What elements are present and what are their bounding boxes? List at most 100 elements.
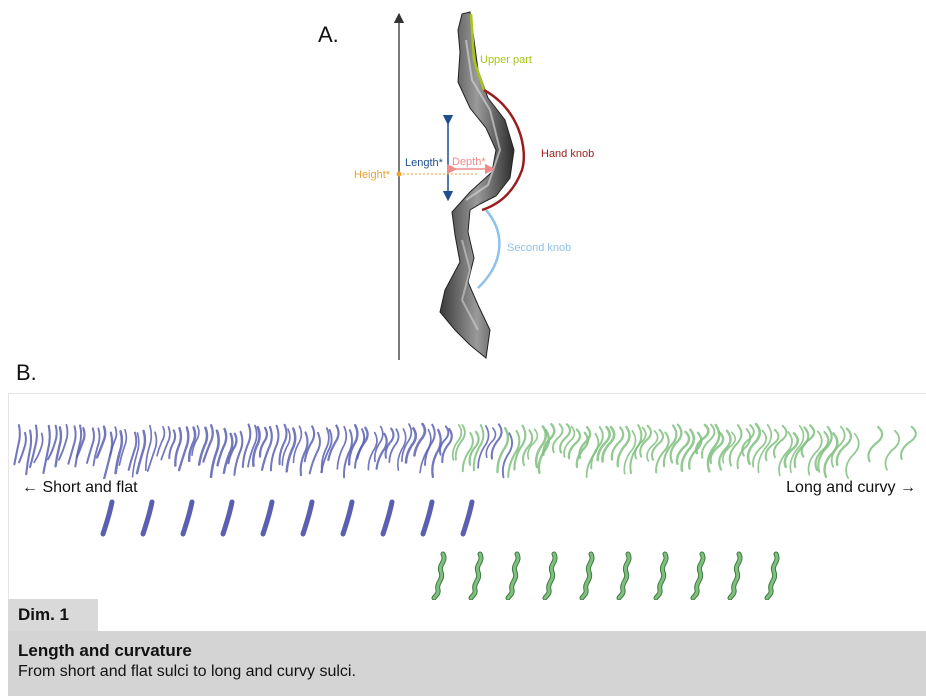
- sulcus-thumb: [646, 430, 659, 462]
- sulcus-thumb: [789, 425, 805, 474]
- height-label: Height*: [354, 169, 391, 181]
- long-curvy-sulcus: [691, 552, 705, 600]
- sulcus-thumb: [559, 423, 572, 454]
- sulcus-thumb: [413, 422, 427, 457]
- sulcus-thumb: [468, 430, 480, 466]
- sulcus-thumb: [278, 423, 288, 466]
- sulcus-thumb: [634, 426, 647, 460]
- sulcus-thumb: [13, 424, 21, 466]
- short-flat-sulcus: [420, 499, 435, 537]
- sulcus-thumb: [542, 422, 556, 457]
- sulcus-thumb: [534, 425, 548, 469]
- panel-a-letter: A.: [318, 22, 339, 47]
- upper-part-label: Upper part: [480, 54, 532, 66]
- sulcus-thumb: [303, 425, 316, 463]
- second-knob-label: Second knob: [507, 242, 571, 254]
- sulcus-thumb: [578, 426, 592, 460]
- long-curvy-sulcus: [506, 552, 520, 600]
- long-curvy-sulcus: [728, 552, 742, 600]
- sulcus-thumb: [485, 427, 497, 459]
- sulcus-thumb: [146, 431, 158, 472]
- sulcus-thumb: [772, 424, 788, 459]
- sulcus-thumb: [197, 426, 209, 466]
- hand-knob-curve: [481, 88, 526, 212]
- sulcus-thumb: [551, 423, 564, 454]
- sulcus-thumb: [95, 425, 107, 459]
- sulcus-thumb: [355, 426, 369, 460]
- sulcus-thumb: [757, 423, 773, 474]
- sulcus-thumb: [675, 430, 691, 466]
- sulcus-thumb: [601, 425, 616, 463]
- sulcus-thumb: [610, 426, 625, 461]
- sulcus-thumb: [400, 423, 413, 463]
- sulcus-thumb: [209, 429, 220, 479]
- long-curvy-sulcus: [654, 552, 668, 600]
- long-curvy-examples: [431, 551, 780, 600]
- sulcus-thumb: [396, 428, 407, 471]
- sulcus-thumb: [472, 424, 485, 472]
- sulcus-thumb: [233, 430, 244, 476]
- sulcus-thumb: [258, 426, 268, 458]
- sulcus-thumb: [58, 423, 69, 461]
- sulcus-thumb: [563, 425, 576, 458]
- sulcus-thumb: [131, 432, 140, 478]
- sulcus-thumb: [900, 425, 917, 460]
- sulcus-thumb: [736, 428, 752, 470]
- sulcus-thumb: [521, 429, 534, 467]
- short-flat-sulcus: [220, 499, 235, 537]
- sulcus-thumb: [639, 424, 652, 458]
- sulcus-thumb: [54, 426, 63, 468]
- sulcus-thumb: [336, 425, 348, 470]
- sulcus-thumb: [320, 427, 330, 474]
- sulcus-thumb: [814, 430, 830, 472]
- sulcus-thumb: [347, 424, 359, 466]
- sulcus-thumb: [477, 425, 490, 469]
- second-knob-curve: [477, 209, 501, 289]
- sulcus-thumb: [174, 426, 183, 467]
- sulcus-thumb: [177, 426, 190, 472]
- sulcus-thumb: [527, 428, 539, 460]
- sulcus-thumb: [596, 425, 611, 462]
- sulcus-thumb: [241, 423, 252, 468]
- sulcus-thumb: [247, 424, 258, 468]
- sulcus-thumb: [25, 429, 33, 476]
- sulcus-thumb: [135, 429, 147, 475]
- sulcus-thumb: [741, 424, 755, 457]
- sulcus-thumb: [669, 423, 683, 464]
- sulcus-thumb: [269, 424, 280, 472]
- sulcus-thumb: [292, 425, 303, 464]
- dimension-description: From short and flat sulci to long and cu…: [18, 663, 356, 680]
- sulcus-thumb: [701, 423, 716, 459]
- sulcus-thumb: [722, 431, 736, 464]
- sulcus-thumb: [709, 431, 725, 465]
- sulcus-thumb: [845, 432, 860, 480]
- long-curvy-sulcus: [469, 552, 483, 600]
- sulcus-thumb: [92, 427, 101, 467]
- sulcus-thumb: [156, 425, 166, 457]
- sulcus-thumb: [835, 427, 853, 467]
- sulcus-thumb: [783, 432, 799, 469]
- sulcus-thumb: [662, 424, 678, 468]
- sulcus-thumb: [75, 426, 86, 459]
- sulcus-thumb: [800, 424, 816, 458]
- sulcus-thumb: [202, 424, 214, 463]
- long-and-curvy-label: Long and curvy →: [784, 479, 918, 497]
- depth-label: Depth*: [452, 156, 486, 168]
- sulcus-thumb: [47, 424, 58, 461]
- sulcus-thumb: [695, 423, 710, 455]
- sulcus-thumb: [507, 429, 521, 479]
- long-curvy-sulcus: [543, 552, 557, 600]
- short-flat-sulcus: [180, 499, 195, 537]
- dimension-title: Length and curvature: [18, 641, 192, 660]
- sulcus-thumb: [454, 424, 466, 461]
- sulcus-thumb: [388, 428, 400, 463]
- sulcus-thumb: [616, 425, 631, 468]
- short-flat-sulcus: [100, 499, 115, 537]
- sulcus-shape: [439, 11, 515, 359]
- sulcus-thumb: [513, 424, 527, 471]
- sulcus-thumb: [490, 423, 503, 460]
- sulci-strip: [8, 393, 926, 600]
- sulcus-thumb: [807, 430, 823, 476]
- sulcus-thumb: [222, 432, 234, 475]
- short-flat-sulcus: [300, 499, 315, 537]
